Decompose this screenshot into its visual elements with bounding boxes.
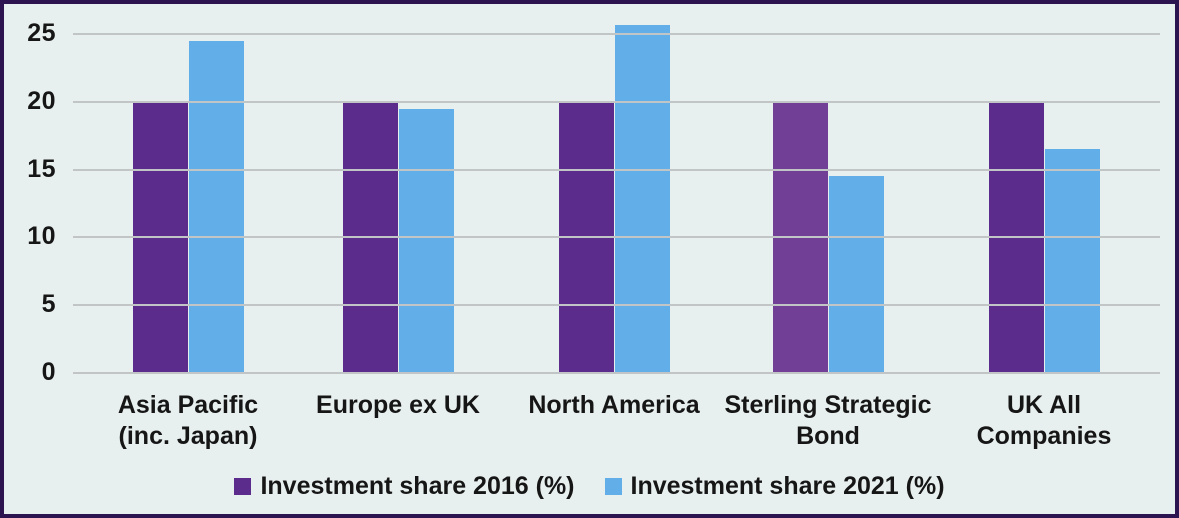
legend-swatch-icon xyxy=(604,478,622,495)
x-axis-label-3: North America xyxy=(528,391,700,419)
legend-item-2016: Investment share 2016 (%) xyxy=(234,472,575,501)
legend-label: Investment share 2021 (%) xyxy=(630,472,945,500)
gridline-y-20 xyxy=(73,100,1160,103)
chart-legend: Investment share 2016 (%) Investment shar… xyxy=(4,472,1175,501)
y-axis-tick-15: 15 xyxy=(27,154,56,183)
y-axis-tick-10: 10 xyxy=(27,222,56,251)
gridline-y-15 xyxy=(73,168,1160,171)
legend-label: Investment share 2016 (%) xyxy=(260,472,575,500)
bar-2021-4 xyxy=(829,176,884,373)
legend-swatch-icon xyxy=(234,478,252,495)
gridline-y-0 xyxy=(73,372,1160,374)
y-axis-tick-5: 5 xyxy=(41,290,56,319)
x-axis-label-2: Europe ex UK xyxy=(316,391,480,419)
bar-2021-5 xyxy=(1045,149,1100,373)
x-axis-label-4: Sterling Strategic Bond xyxy=(724,391,932,450)
gridline-y-5 xyxy=(73,304,1160,307)
y-axis-tick-25: 25 xyxy=(27,19,56,47)
bar-2021-3 xyxy=(615,24,670,373)
y-axis-tick-20: 20 xyxy=(27,86,56,115)
y-axis-tick-0: 0 xyxy=(41,358,56,386)
bar-2021-2 xyxy=(399,108,454,373)
x-axis-label-5: UK All Companies xyxy=(976,391,1112,450)
plot-area: 0 5 10 15 20 25 Asia Pacific (inc. Japan) Europe… xyxy=(4,4,1175,514)
x-axis-label-1: Asia Pacific (inc. Japan) xyxy=(117,391,259,450)
gridline-y-10 xyxy=(73,236,1160,239)
legend-item-2021: Investment share 2021 (%) xyxy=(604,472,945,501)
bar-2021-1 xyxy=(189,40,244,373)
gridline-y-25 xyxy=(73,33,1160,35)
